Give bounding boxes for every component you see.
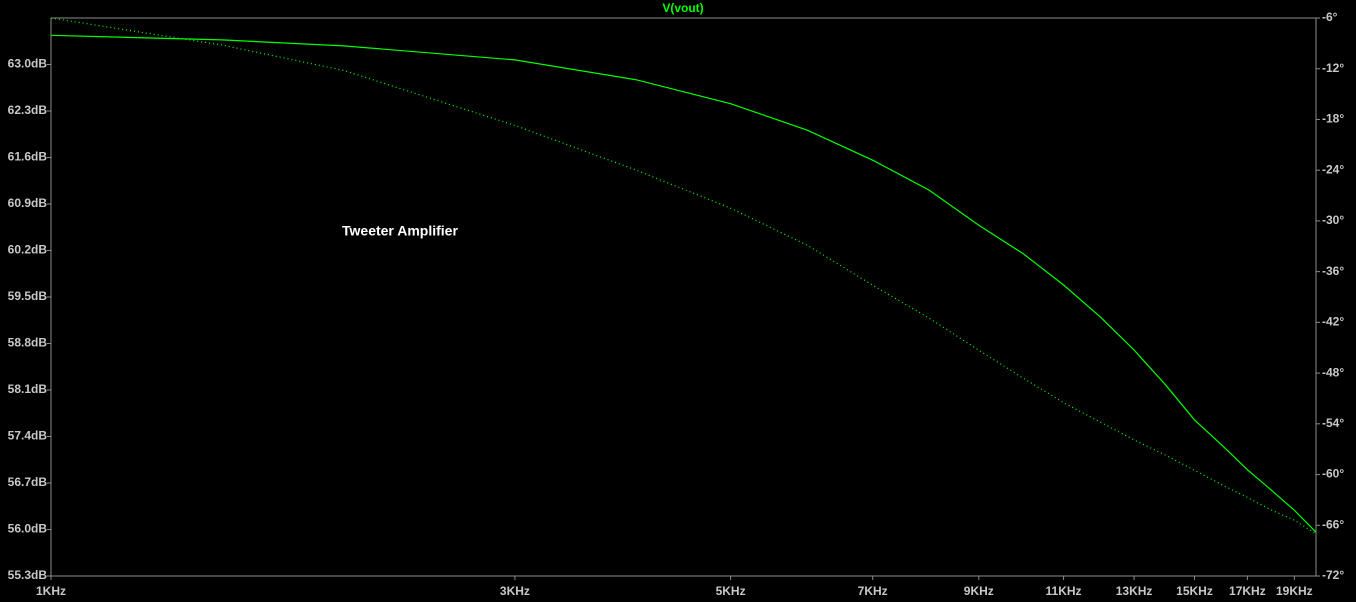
x-tick-label: 5KHz: [716, 584, 746, 598]
x-tick-label: 7KHz: [858, 584, 888, 598]
y-tick-label: 58.1dB: [8, 382, 48, 396]
y2-tick-label: -12°: [1322, 61, 1344, 75]
y-tick-label: 60.2dB: [8, 243, 48, 257]
x-tick-label: 19KHz: [1276, 584, 1313, 598]
y-tick-label: 59.5dB: [8, 289, 48, 303]
y2-tick-label: -72°: [1322, 568, 1344, 582]
y-tick-label: 55.3dB: [8, 568, 48, 582]
chart-title: V(vout): [662, 1, 703, 15]
y2-tick-label: -66°: [1322, 517, 1344, 531]
y2-tick-label: -36°: [1322, 264, 1344, 278]
y2-tick-label: -30°: [1322, 213, 1344, 227]
y-tick-label: 62.3dB: [8, 103, 48, 117]
x-tick-label: 13KHz: [1116, 584, 1153, 598]
y2-tick-label: -48°: [1322, 365, 1344, 379]
x-tick-label: 3KHz: [500, 584, 530, 598]
series-line: [50, 17, 1317, 535]
y-tick-label: 61.6dB: [8, 150, 48, 164]
y-tick-label: 63.0dB: [8, 57, 48, 71]
x-tick-label: 9KHz: [964, 584, 994, 598]
y-tick-label: 60.9dB: [8, 196, 48, 210]
y-tick-label: 56.0dB: [8, 522, 48, 536]
y2-tick-label: -18°: [1322, 112, 1344, 126]
y2-tick-label: -60°: [1322, 467, 1344, 481]
x-tick-label: 1KHz: [36, 584, 66, 598]
y-tick-label: 58.8dB: [8, 336, 48, 350]
y2-tick-label: -54°: [1322, 416, 1344, 430]
series-line: [50, 34, 1317, 533]
y2-tick-label: -24°: [1322, 162, 1344, 176]
x-tick-label: 15KHz: [1176, 584, 1213, 598]
y-tick-label: 57.4dB: [8, 429, 48, 443]
y-tick-label: 56.7dB: [8, 475, 48, 489]
x-tick-label: 17KHz: [1229, 584, 1266, 598]
y2-tick-label: -6°: [1322, 10, 1338, 24]
y2-tick-label: -42°: [1322, 315, 1344, 329]
x-tick-label: 11KHz: [1046, 584, 1082, 598]
annotation: Tweeter Amplifier: [342, 223, 458, 239]
